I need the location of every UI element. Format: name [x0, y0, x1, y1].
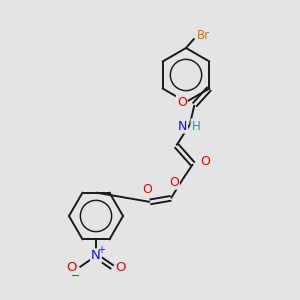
Text: O: O — [200, 154, 210, 168]
Text: N: N — [91, 249, 101, 262]
Text: O: O — [177, 95, 187, 109]
Text: O: O — [66, 261, 76, 274]
Text: −: − — [71, 271, 81, 281]
Text: O: O — [116, 261, 126, 274]
Text: O: O — [142, 183, 152, 196]
Text: Br: Br — [197, 29, 210, 42]
Text: H: H — [191, 119, 200, 133]
Text: O: O — [169, 176, 179, 189]
Text: N: N — [178, 119, 187, 133]
Text: +: + — [98, 245, 105, 255]
